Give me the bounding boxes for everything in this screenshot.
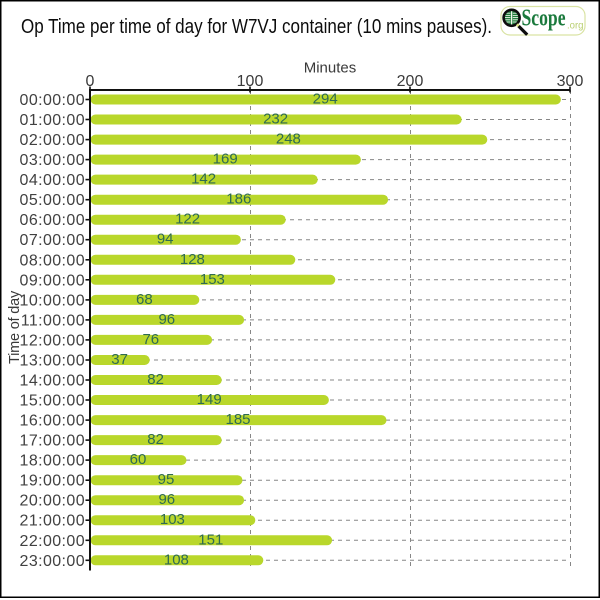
- svg-text:16:00:00: 16:00:00: [20, 413, 85, 430]
- svg-text:95: 95: [158, 471, 175, 488]
- svg-text:96: 96: [158, 311, 175, 328]
- svg-text:17:00:00: 17:00:00: [20, 433, 85, 450]
- svg-text:13:00:00: 13:00:00: [20, 353, 85, 370]
- svg-text:100: 100: [237, 73, 264, 90]
- svg-text:103: 103: [160, 511, 185, 528]
- svg-text:12:00:00: 12:00:00: [20, 332, 85, 349]
- svg-text:07:00:00: 07:00:00: [20, 232, 85, 249]
- svg-text:20:00:00: 20:00:00: [20, 493, 85, 510]
- svg-text:0: 0: [86, 73, 95, 90]
- svg-text:09:00:00: 09:00:00: [20, 272, 85, 289]
- svg-text:60: 60: [130, 451, 147, 468]
- svg-text:Time of day: Time of day: [7, 290, 23, 364]
- svg-text:68: 68: [136, 291, 153, 308]
- svg-text:153: 153: [200, 271, 225, 288]
- svg-text:10:00:00: 10:00:00: [20, 292, 85, 309]
- svg-text:232: 232: [263, 111, 288, 128]
- svg-text:Op Time per time of day for W7: Op Time per time of day for W7VJ contain…: [21, 16, 492, 38]
- svg-text:186: 186: [226, 191, 251, 208]
- svg-text:82: 82: [147, 371, 164, 388]
- svg-text:82: 82: [147, 431, 164, 448]
- svg-text:169: 169: [213, 151, 238, 168]
- svg-text:248: 248: [276, 131, 301, 148]
- svg-text:00:00:00: 00:00:00: [20, 92, 85, 109]
- svg-text:15:00:00: 15:00:00: [20, 393, 85, 410]
- svg-text:142: 142: [191, 171, 216, 188]
- svg-text:.org: .org: [567, 20, 584, 32]
- svg-text:108: 108: [164, 551, 189, 568]
- svg-text:300: 300: [557, 73, 584, 90]
- svg-text:18:00:00: 18:00:00: [20, 453, 85, 470]
- svg-text:01:00:00: 01:00:00: [20, 112, 85, 129]
- svg-text:11:00:00: 11:00:00: [21, 312, 85, 329]
- svg-text:37: 37: [111, 351, 128, 368]
- svg-text:02:00:00: 02:00:00: [20, 132, 85, 149]
- svg-text:14:00:00: 14:00:00: [20, 373, 85, 390]
- svg-text:294: 294: [313, 91, 338, 108]
- svg-text:19:00:00: 19:00:00: [20, 473, 85, 490]
- svg-text:151: 151: [198, 531, 223, 548]
- svg-text:06:00:00: 06:00:00: [20, 212, 85, 229]
- svg-text:03:00:00: 03:00:00: [20, 152, 85, 169]
- svg-text:200: 200: [397, 73, 424, 90]
- svg-text:22:00:00: 22:00:00: [20, 533, 85, 550]
- svg-text:Minutes: Minutes: [304, 60, 357, 77]
- svg-text:122: 122: [175, 211, 200, 228]
- svg-text:94: 94: [157, 231, 174, 248]
- svg-text:96: 96: [158, 491, 175, 508]
- svg-text:23:00:00: 23:00:00: [20, 553, 85, 570]
- svg-text:128: 128: [180, 251, 205, 268]
- svg-text:Scope: Scope: [522, 5, 566, 32]
- svg-text:185: 185: [225, 411, 250, 428]
- svg-text:05:00:00: 05:00:00: [20, 192, 85, 209]
- svg-text:21:00:00: 21:00:00: [20, 513, 85, 530]
- svg-text:08:00:00: 08:00:00: [20, 252, 85, 269]
- svg-text:149: 149: [197, 391, 222, 408]
- svg-text:04:00:00: 04:00:00: [20, 172, 85, 189]
- svg-text:76: 76: [142, 331, 159, 348]
